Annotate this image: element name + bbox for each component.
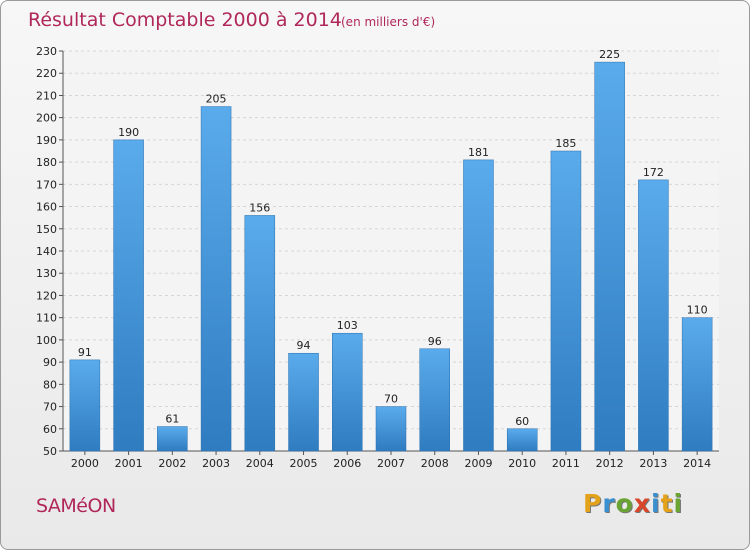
logo-letter: i <box>651 489 661 518</box>
y-tick-label: 210 <box>36 89 57 102</box>
logo-letter: r <box>602 489 616 518</box>
data-label-2009: 181 <box>468 146 489 159</box>
bar-2000 <box>69 359 101 452</box>
data-label-2005: 94 <box>297 339 311 352</box>
bar-2002 <box>157 426 188 452</box>
data-label-2007: 70 <box>384 393 398 406</box>
x-tick-label-2006: 2006 <box>333 457 361 470</box>
bars: 91 190 61 205 156 94 103 70 96 181 60 185 225 172 110 <box>69 48 713 452</box>
data-label-2012: 225 <box>599 48 620 61</box>
y-tick-label: 170 <box>36 178 57 191</box>
logo-letter: P <box>583 489 603 518</box>
chart-title: Résultat Comptable 2000 à 2014 <box>28 9 342 31</box>
logo-letter: o <box>615 489 634 518</box>
bar-2010 <box>506 428 538 452</box>
bar-2013 <box>638 179 669 452</box>
x-tick-label-2005: 2005 <box>290 457 318 470</box>
bar-2008 <box>419 348 450 452</box>
y-tick-label: 100 <box>36 334 57 347</box>
x-tick-label-2007: 2007 <box>377 457 405 470</box>
y-tick-label: 150 <box>36 223 57 236</box>
proxiti-logo: Proxiti <box>583 489 683 518</box>
bar-2009 <box>463 159 494 452</box>
x-tick-label-2010: 2010 <box>508 457 536 470</box>
bar-2005 <box>288 352 319 452</box>
place-name: SAMéON <box>36 495 116 517</box>
y-tick-label: 110 <box>36 312 57 325</box>
y-tick-label: 50 <box>43 445 57 458</box>
x-tick-label-2004: 2004 <box>246 457 274 470</box>
bar-2006 <box>332 332 363 452</box>
x-tick-label-2011: 2011 <box>552 457 580 470</box>
bar-2011 <box>550 150 582 452</box>
y-tick-label: 130 <box>36 267 57 280</box>
x-tick-label-2013: 2013 <box>639 457 667 470</box>
data-label-2008: 96 <box>428 335 442 348</box>
x-axis: 2000 2001 2002 2003 2004 2005 2006 2007 2008 2009… <box>71 451 711 470</box>
y-tick-label: 180 <box>36 156 57 169</box>
data-label-2002: 61 <box>165 413 179 426</box>
y-tick-label: 120 <box>36 289 57 302</box>
logo-letter: x <box>633 489 651 518</box>
data-label-2011: 185 <box>555 137 576 150</box>
x-tick-label-2001: 2001 <box>115 457 143 470</box>
bar-2001 <box>113 139 144 452</box>
bar-2007 <box>375 406 407 452</box>
x-tick-label-2003: 2003 <box>202 457 230 470</box>
y-tick-label: 230 <box>36 45 57 58</box>
y-tick-label: 200 <box>36 112 57 125</box>
data-label-2004: 156 <box>249 201 270 214</box>
bar-2003 <box>200 106 232 452</box>
x-tick-label-2002: 2002 <box>158 457 186 470</box>
bar-2012 <box>594 61 625 452</box>
data-label-2000: 91 <box>78 346 92 359</box>
y-tick-label: 80 <box>43 378 57 391</box>
y-tick-label: 60 <box>43 423 57 436</box>
chart-subtitle: (en milliers d'€) <box>341 15 435 29</box>
y-tick-label: 190 <box>36 134 57 147</box>
logo-letter: i <box>673 489 684 518</box>
x-tick-label-2000: 2000 <box>71 457 99 470</box>
data-label-2013: 172 <box>643 166 664 179</box>
bar-2004 <box>244 215 276 452</box>
data-label-2001: 190 <box>118 126 139 139</box>
x-tick-label-2008: 2008 <box>421 457 449 470</box>
bar-2014 <box>681 317 713 452</box>
y-tick-label: 70 <box>43 401 57 414</box>
data-label-2010: 60 <box>515 415 529 428</box>
x-tick-label-2012: 2012 <box>596 457 624 470</box>
y-tick-label: 160 <box>36 201 57 214</box>
logo-letter: t <box>660 489 674 518</box>
data-label-2014: 110 <box>687 304 708 317</box>
x-tick-label-2014: 2014 <box>683 457 711 470</box>
data-label-2006: 103 <box>337 319 358 332</box>
data-label-2003: 205 <box>206 93 227 106</box>
y-tick-label: 140 <box>36 245 57 258</box>
y-tick-label: 220 <box>36 67 57 80</box>
x-tick-label-2009: 2009 <box>464 457 492 470</box>
y-tick-label: 90 <box>43 356 57 369</box>
